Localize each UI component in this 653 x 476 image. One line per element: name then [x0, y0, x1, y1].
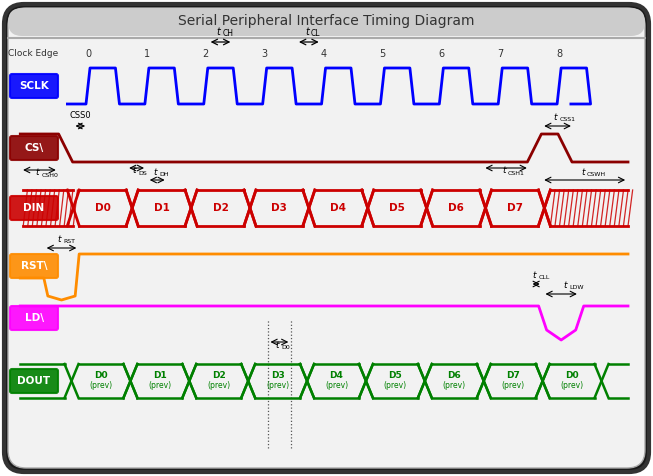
Text: CSS0: CSS0: [69, 111, 91, 120]
Text: t: t: [532, 271, 536, 280]
Text: CLL: CLL: [538, 275, 550, 280]
FancyBboxPatch shape: [10, 74, 58, 98]
Text: t: t: [564, 281, 567, 290]
Text: t: t: [133, 166, 136, 175]
Text: DOUT: DOUT: [18, 376, 50, 386]
Text: t: t: [57, 235, 61, 244]
Text: D3: D3: [271, 371, 285, 380]
FancyBboxPatch shape: [10, 254, 58, 278]
Text: CSH0: CSH0: [41, 173, 58, 178]
Text: t: t: [554, 113, 557, 122]
Text: D0: D0: [281, 345, 290, 350]
Text: (prev): (prev): [443, 381, 466, 390]
Text: t: t: [36, 168, 39, 177]
Text: CS\: CS\: [24, 143, 44, 153]
Text: (prev): (prev): [266, 381, 289, 390]
Text: CSS1: CSS1: [560, 117, 575, 122]
Text: DIN: DIN: [24, 203, 44, 213]
FancyBboxPatch shape: [8, 8, 645, 468]
Text: t: t: [276, 341, 279, 350]
Text: D4: D4: [330, 371, 343, 380]
Text: 8: 8: [556, 49, 562, 59]
Text: LD\: LD\: [25, 313, 44, 323]
Text: D4: D4: [330, 203, 346, 213]
Text: D0: D0: [95, 203, 110, 213]
Text: (prev): (prev): [502, 381, 525, 390]
FancyBboxPatch shape: [10, 369, 58, 393]
Text: 4: 4: [321, 49, 326, 59]
Text: 0: 0: [85, 49, 91, 59]
Text: t: t: [502, 166, 506, 175]
Text: (prev): (prev): [560, 381, 584, 390]
Text: (prev): (prev): [384, 381, 407, 390]
FancyBboxPatch shape: [8, 8, 645, 36]
Text: (prev): (prev): [325, 381, 348, 390]
Text: (prev): (prev): [207, 381, 231, 390]
Text: (prev): (prev): [89, 381, 112, 390]
Text: Clock Edge: Clock Edge: [8, 50, 59, 59]
Text: 5: 5: [379, 49, 385, 59]
Text: D1: D1: [153, 371, 167, 380]
Text: CL: CL: [311, 29, 321, 38]
FancyBboxPatch shape: [10, 306, 58, 330]
Text: 2: 2: [202, 49, 209, 59]
FancyBboxPatch shape: [10, 136, 58, 160]
Text: DS: DS: [138, 171, 148, 176]
Text: D7: D7: [507, 203, 523, 213]
Text: D0: D0: [94, 371, 108, 380]
Text: 6: 6: [438, 49, 445, 59]
Text: t: t: [153, 168, 157, 177]
Text: CSH1: CSH1: [508, 171, 525, 176]
Text: LDW: LDW: [569, 285, 584, 290]
Text: D5: D5: [389, 371, 402, 380]
Text: t: t: [581, 168, 584, 177]
Text: CSWH: CSWH: [586, 172, 606, 177]
Text: D6: D6: [447, 371, 461, 380]
Text: RST\: RST\: [21, 261, 47, 271]
Text: D6: D6: [448, 203, 464, 213]
Text: DH: DH: [159, 172, 169, 177]
Text: SCLK: SCLK: [19, 81, 49, 91]
Text: RST: RST: [63, 239, 76, 244]
Text: D1: D1: [153, 203, 170, 213]
Text: D3: D3: [272, 203, 287, 213]
Text: 1: 1: [144, 49, 150, 59]
Text: D5: D5: [389, 203, 405, 213]
Text: (prev): (prev): [148, 381, 171, 390]
Text: Serial Peripheral Interface Timing Diagram: Serial Peripheral Interface Timing Diagr…: [178, 14, 474, 28]
Text: D0: D0: [565, 371, 579, 380]
FancyBboxPatch shape: [4, 4, 649, 472]
Text: D2: D2: [213, 203, 229, 213]
Text: D2: D2: [212, 371, 225, 380]
Text: t: t: [217, 27, 221, 37]
Text: 3: 3: [262, 49, 268, 59]
Text: t: t: [305, 27, 309, 37]
Text: CH: CH: [223, 29, 234, 38]
Text: D7: D7: [506, 371, 520, 380]
Text: 7: 7: [497, 49, 503, 59]
FancyBboxPatch shape: [10, 196, 58, 220]
